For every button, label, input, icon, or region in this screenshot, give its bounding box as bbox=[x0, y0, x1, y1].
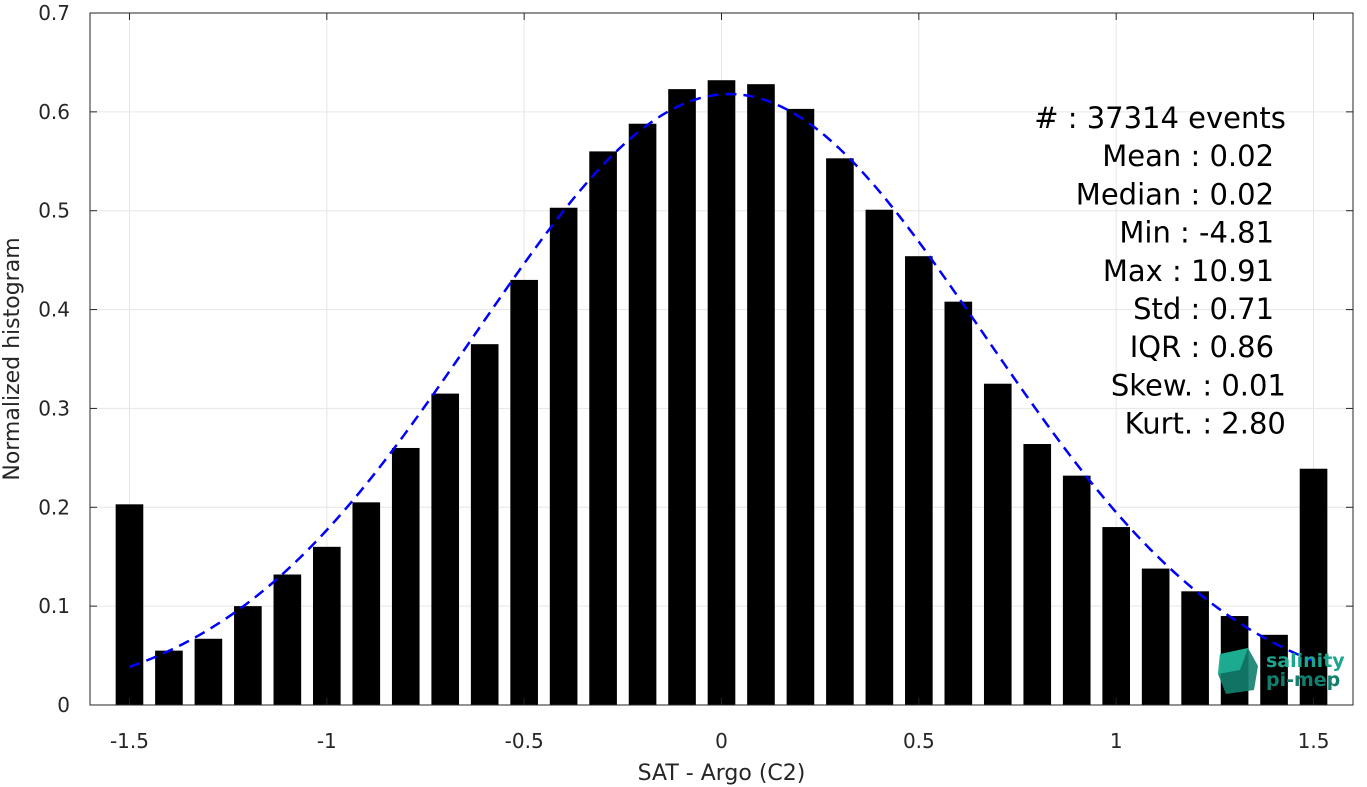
histogram-bar bbox=[905, 256, 933, 705]
histogram-bar bbox=[510, 279, 538, 705]
histogram-bar bbox=[1062, 475, 1091, 705]
x-tick-label: 0.5 bbox=[903, 729, 935, 753]
statistics-annotation: # : 37314 events Mean : 0.02 Median : 0.02… bbox=[1034, 101, 1286, 441]
stat-line: IQR : 0.86 bbox=[1130, 330, 1274, 364]
histogram-bar bbox=[470, 344, 499, 705]
histogram-bar bbox=[391, 447, 420, 705]
histogram-bar bbox=[1141, 568, 1170, 705]
stat-line: Mean : 0.02 bbox=[1102, 139, 1274, 173]
y-axis-label: Normalized histogram bbox=[0, 237, 25, 480]
histogram-bar bbox=[1260, 634, 1288, 705]
histogram-bar bbox=[707, 80, 736, 706]
x-tick-label: 1 bbox=[1110, 729, 1123, 753]
y-tick-label: 0.4 bbox=[38, 298, 70, 322]
histogram-bar bbox=[155, 650, 183, 705]
y-tick-label: 0.6 bbox=[38, 100, 70, 124]
histogram-bar bbox=[589, 151, 617, 705]
histogram-bar bbox=[1023, 444, 1052, 705]
x-axis-label: SAT - Argo (C2) bbox=[638, 761, 806, 786]
x-tick-label: -1 bbox=[317, 729, 337, 753]
y-tick-label: 0.7 bbox=[38, 1, 70, 25]
stat-line: Max : 10.91 bbox=[1103, 254, 1274, 288]
x-tick-label: 0 bbox=[715, 729, 728, 753]
x-tick-label: -1.5 bbox=[110, 729, 149, 753]
y-tick-label: 0.2 bbox=[38, 495, 70, 519]
histogram-bar bbox=[549, 207, 578, 705]
x-tick-label: 1.5 bbox=[1298, 729, 1330, 753]
stat-line: Std : 0.71 bbox=[1133, 292, 1274, 326]
histogram-bar bbox=[1299, 468, 1328, 705]
y-tick-label: 0.5 bbox=[38, 199, 70, 223]
logo-cube-face-icon bbox=[1218, 648, 1248, 674]
logo-text-salinity: salinity bbox=[1266, 650, 1345, 672]
histogram-bar bbox=[668, 89, 696, 706]
x-tick-label: -0.5 bbox=[505, 729, 544, 753]
histogram-bar bbox=[628, 123, 657, 706]
histogram-bar bbox=[1102, 527, 1131, 705]
stat-line: Skew. : 0.01 bbox=[1111, 368, 1286, 402]
histogram-bar bbox=[312, 546, 341, 705]
histogram-bar bbox=[826, 158, 854, 705]
x-tick-labels: -1.5 -1 -0.5 0 0.5 1 1.5 bbox=[110, 729, 1329, 753]
y-tick-label: 0.1 bbox=[38, 594, 70, 618]
salinity-pi-mep-logo: salinity pi-mep bbox=[1218, 648, 1345, 694]
histogram-bars bbox=[115, 80, 1328, 706]
histogram-bar bbox=[747, 84, 775, 706]
histogram-bar bbox=[234, 606, 262, 705]
logo-text-pi-mep: pi-mep bbox=[1266, 669, 1340, 691]
stat-line: Median : 0.02 bbox=[1076, 177, 1274, 211]
stat-line: # : 37314 events bbox=[1034, 101, 1286, 135]
stat-line: Min : -4.81 bbox=[1119, 216, 1274, 250]
axis-ticks bbox=[90, 12, 1353, 706]
histogram-bar bbox=[431, 393, 460, 705]
gaussian-fit-curve bbox=[129, 92, 1315, 669]
histogram-bar bbox=[983, 383, 1012, 705]
histogram-bar bbox=[273, 574, 302, 705]
histogram-bar bbox=[944, 301, 973, 705]
y-tick-labels: 0 0.1 0.2 0.3 0.4 0.5 0.6 0.7 bbox=[38, 1, 70, 717]
y-tick-label: 0.3 bbox=[38, 396, 70, 420]
histogram-bar bbox=[865, 209, 894, 705]
histogram-bar bbox=[786, 108, 815, 706]
histogram-bar bbox=[115, 504, 144, 705]
y-tick-label: 0 bbox=[57, 693, 70, 717]
histogram-bar bbox=[1181, 591, 1209, 705]
histogram-bar bbox=[352, 502, 381, 705]
stat-line: Kurt. : 2.80 bbox=[1125, 407, 1286, 441]
histogram-bar bbox=[194, 638, 223, 705]
